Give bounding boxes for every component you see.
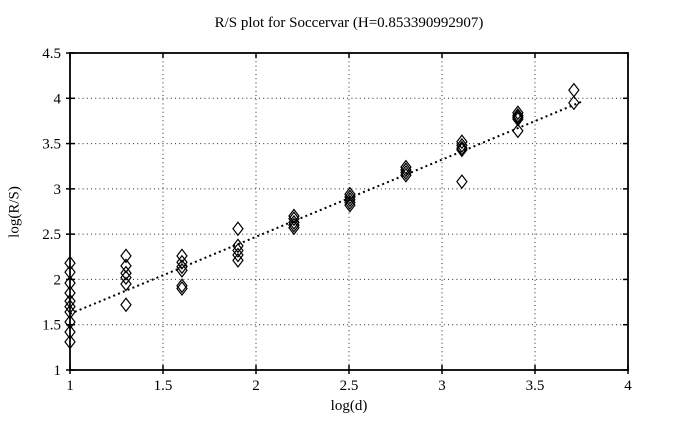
data-point-diamond — [176, 262, 188, 278]
data-point-diamond — [456, 137, 468, 153]
data-point-diamond — [456, 174, 468, 190]
data-point-diamond — [400, 159, 412, 175]
data-point-diamond — [456, 134, 468, 150]
data-point-diamond — [232, 252, 244, 268]
data-point-diamond — [232, 247, 244, 263]
chart-title: R/S plot for Soccervar (H=0.853390992907… — [214, 15, 484, 31]
data-point-diamond — [344, 197, 356, 213]
data-point-diamond — [344, 189, 356, 205]
data-point-diamond — [120, 265, 132, 281]
data-point-diamond — [400, 165, 412, 181]
x-tick-label: 3 — [438, 378, 446, 394]
y-tick-label: 3 — [54, 182, 62, 198]
y-tick-label: 1.5 — [42, 318, 61, 334]
data-point-diamond — [344, 192, 356, 208]
data-point-diamond — [568, 82, 580, 98]
data-point-diamond — [456, 142, 468, 158]
data-point-diamond — [400, 162, 412, 178]
data-point-diamond — [176, 248, 188, 264]
y-tick-label: 4.5 — [42, 46, 61, 62]
data-point-diamond — [232, 221, 244, 237]
data-point-diamond — [288, 208, 300, 224]
y-tick-label: 3.5 — [42, 137, 61, 153]
y-tick-label: 4 — [54, 91, 62, 107]
data-point-diamond — [120, 248, 132, 264]
data-point-diamond — [176, 254, 188, 270]
data-point-diamond — [344, 194, 356, 210]
data-point-diamond — [512, 105, 524, 121]
y-tick-label: 2 — [54, 272, 62, 288]
data-point-diamond — [288, 220, 300, 236]
data-point-diamond — [288, 217, 300, 233]
data-point-diamond — [176, 278, 188, 294]
data-point-diamond — [120, 258, 132, 274]
x-tick-label: 1.5 — [154, 378, 173, 394]
trend-line — [69, 100, 584, 315]
x-tick-label: 1 — [66, 378, 74, 394]
x-axis-label: log(d) — [330, 398, 368, 414]
x-tick-label: 3.5 — [526, 378, 545, 394]
data-point-diamond — [512, 123, 524, 139]
data-point-diamond — [288, 214, 300, 230]
data-point-diamond — [232, 242, 244, 258]
y-tick-label: 2.5 — [42, 227, 61, 243]
data-point-diamond — [512, 111, 524, 127]
data-point-diamond — [400, 167, 412, 183]
data-point-diamond — [344, 186, 356, 202]
data-point-diamond — [120, 276, 132, 292]
x-tick-label: 2.5 — [340, 378, 359, 394]
data-point-diamond — [120, 297, 132, 313]
data-point-diamond — [512, 108, 524, 123]
data-point-diamond — [176, 259, 188, 275]
data-point-diamond — [456, 140, 468, 156]
data-point-diamond — [120, 270, 132, 286]
data-point-diamond — [232, 238, 244, 254]
x-tick-label: 4 — [624, 378, 632, 394]
x-tick-label: 2 — [252, 378, 260, 394]
y-tick-label: 1 — [54, 363, 62, 379]
data-point-diamond — [568, 95, 580, 111]
data-point-diamond — [288, 211, 300, 227]
data-point-diamond — [176, 281, 188, 296]
